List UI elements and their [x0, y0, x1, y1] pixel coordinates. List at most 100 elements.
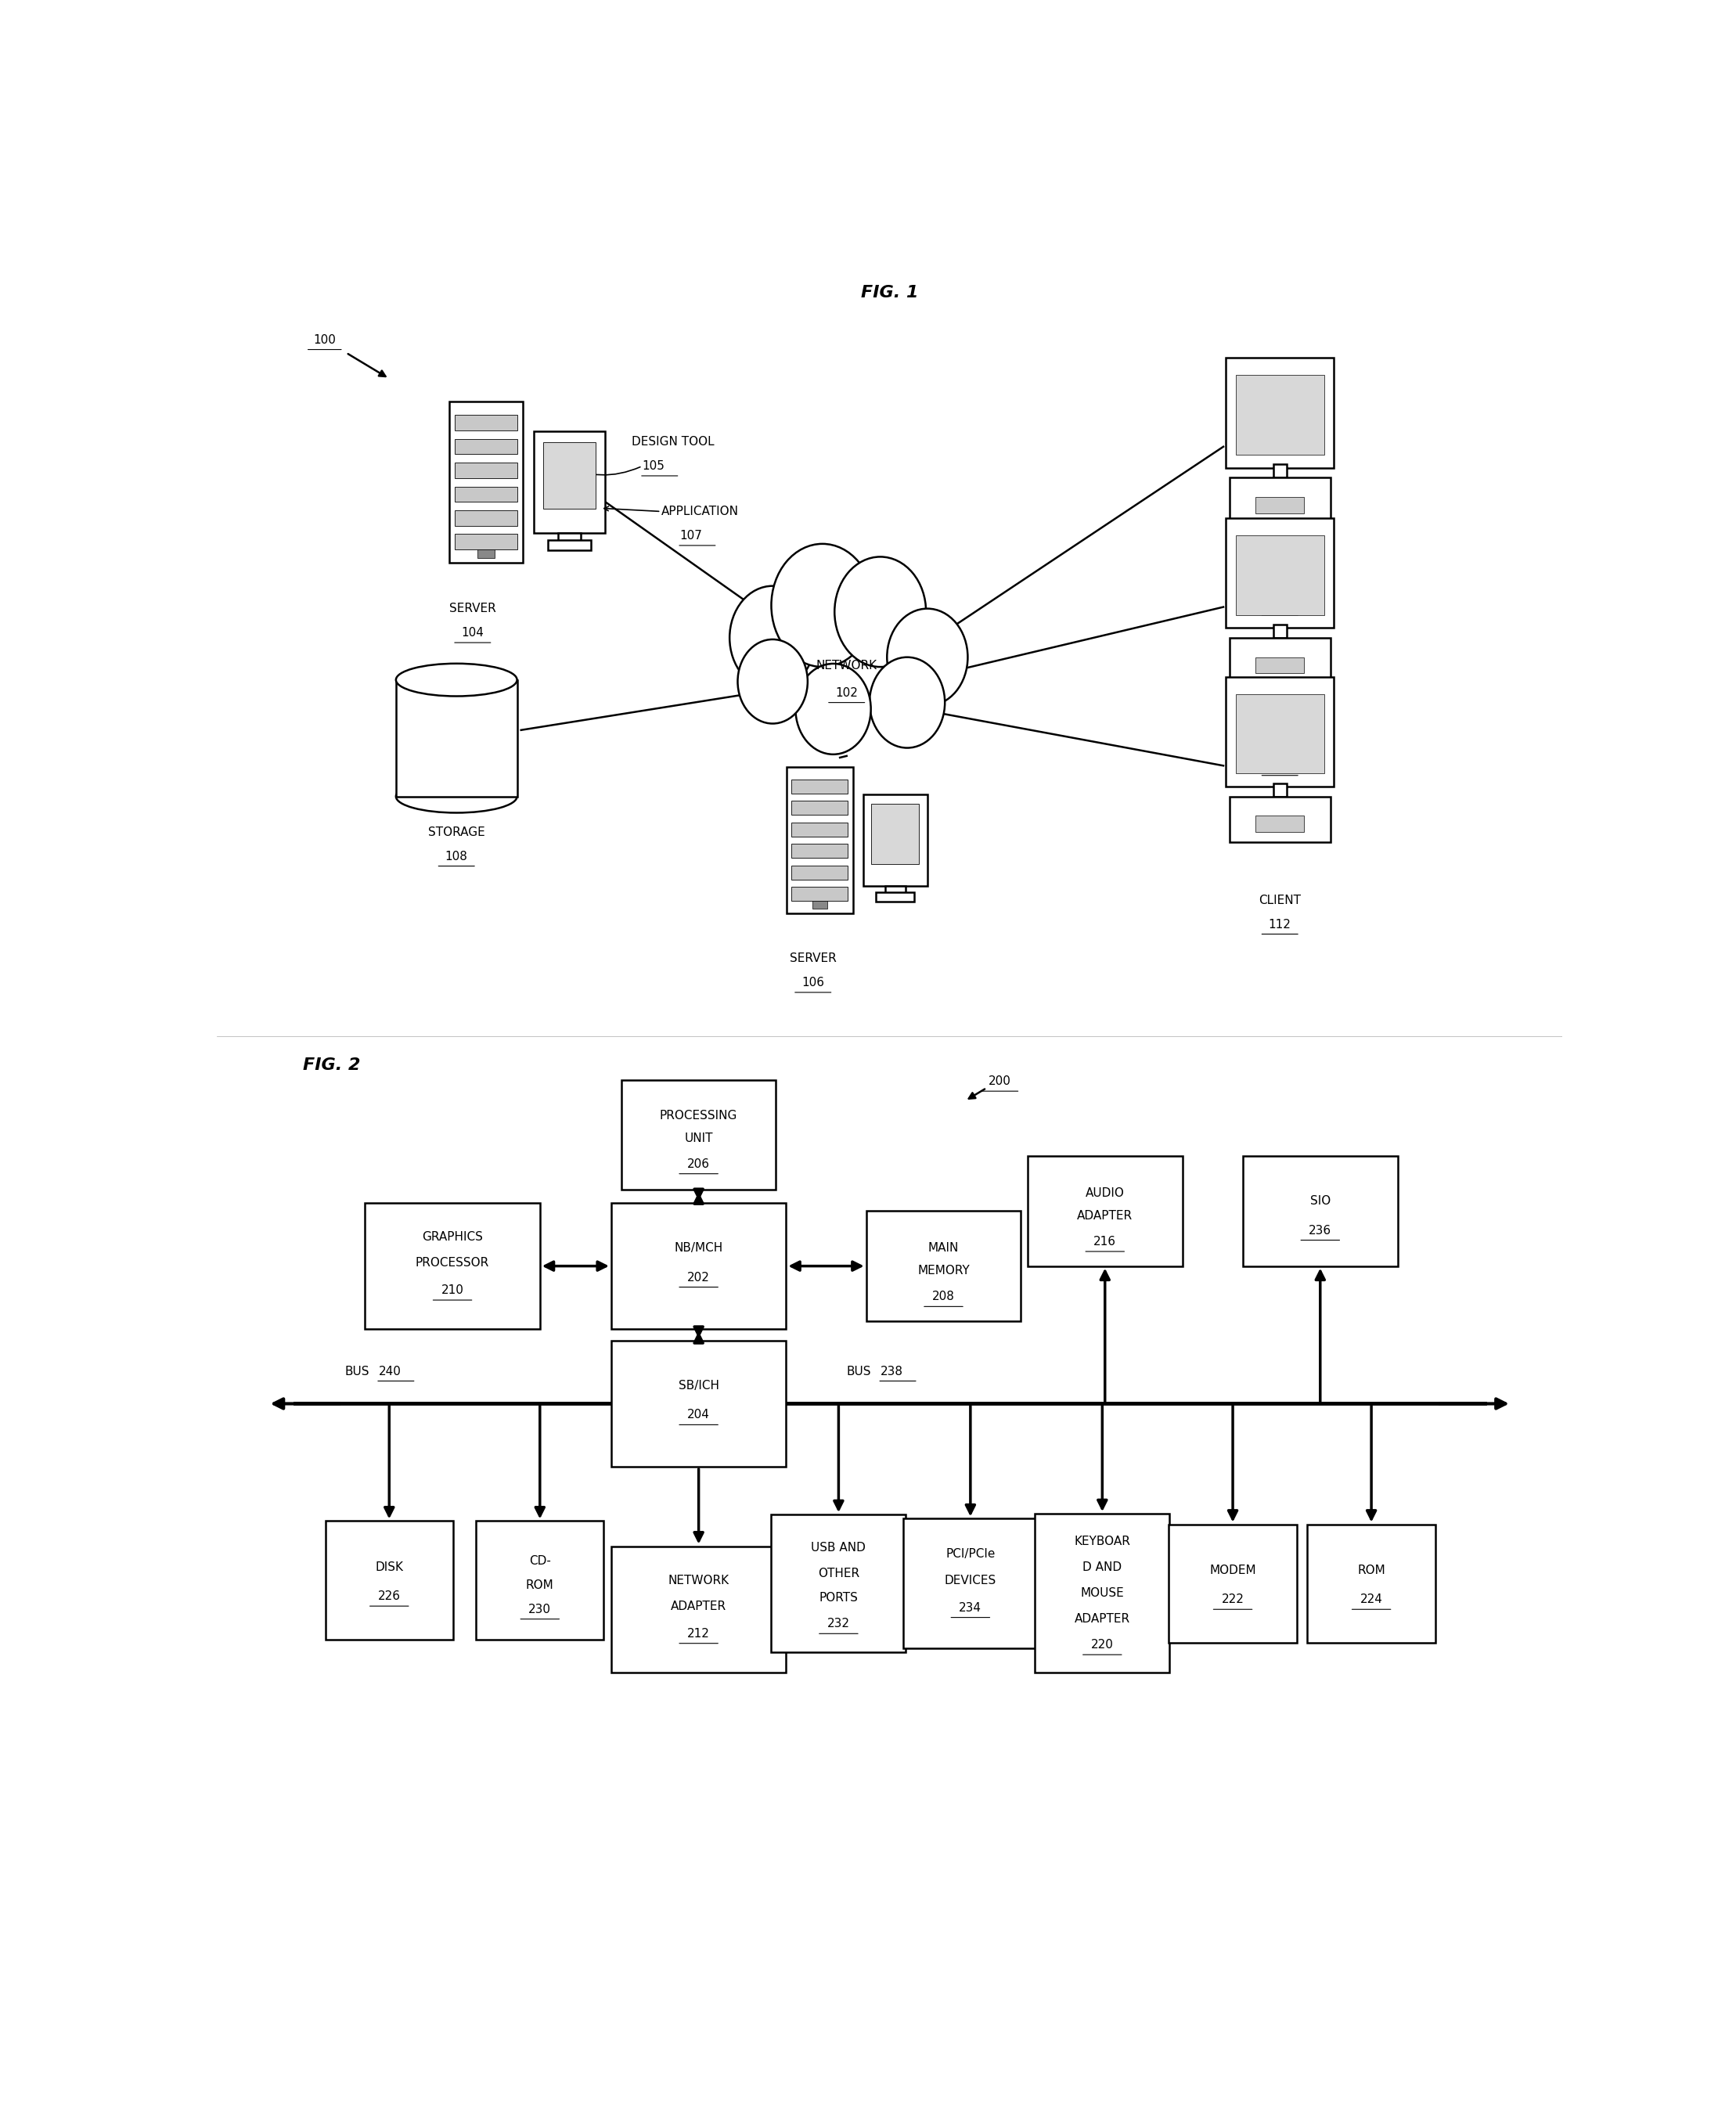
Circle shape	[795, 665, 871, 755]
Text: OTHER: OTHER	[818, 1569, 859, 1579]
FancyBboxPatch shape	[476, 1520, 604, 1640]
FancyBboxPatch shape	[1243, 1157, 1397, 1266]
Text: PORTS: PORTS	[819, 1592, 858, 1605]
Text: 230: 230	[528, 1602, 552, 1615]
Bar	[1226, 677, 1333, 787]
Text: 204: 204	[687, 1409, 710, 1422]
Text: SIO: SIO	[1311, 1195, 1330, 1207]
Text: CLIENT: CLIENT	[1259, 894, 1300, 906]
Text: ADAPTER: ADAPTER	[1076, 1209, 1134, 1222]
Bar	[1229, 477, 1330, 524]
Circle shape	[771, 545, 873, 667]
Bar	[1236, 694, 1325, 774]
Bar	[885, 885, 906, 894]
Text: FIG. 2: FIG. 2	[302, 1058, 359, 1073]
Text: 100: 100	[312, 334, 337, 345]
Text: SERVER: SERVER	[450, 604, 496, 614]
Text: 224: 224	[1359, 1594, 1382, 1605]
Bar	[1255, 496, 1304, 513]
Circle shape	[729, 587, 816, 690]
Text: 232: 232	[828, 1617, 851, 1630]
Bar	[477, 549, 495, 557]
Text: ROM: ROM	[526, 1579, 554, 1592]
Text: NETWORK: NETWORK	[668, 1575, 729, 1586]
FancyBboxPatch shape	[611, 1340, 786, 1468]
Bar	[792, 801, 847, 814]
Text: PROCESSING: PROCESSING	[660, 1110, 738, 1121]
Text: 112: 112	[1269, 919, 1292, 930]
Text: NB/MCH: NB/MCH	[674, 1243, 722, 1253]
Text: 105: 105	[642, 461, 665, 471]
Text: AUDIO: AUDIO	[1085, 1188, 1125, 1199]
Ellipse shape	[396, 665, 517, 696]
Text: BUS: BUS	[345, 1365, 370, 1377]
Text: MEMORY: MEMORY	[917, 1266, 970, 1277]
Text: APPLICATION: APPLICATION	[661, 505, 738, 517]
Bar	[455, 534, 517, 549]
Text: SERVER: SERVER	[790, 953, 837, 965]
FancyBboxPatch shape	[1168, 1525, 1297, 1642]
Text: 104: 104	[462, 627, 484, 639]
Bar	[455, 440, 517, 454]
Bar	[455, 463, 517, 477]
FancyBboxPatch shape	[611, 1546, 786, 1672]
Text: CLIENT: CLIENT	[1259, 576, 1300, 587]
Text: DESIGN TOOL: DESIGN TOOL	[632, 435, 713, 448]
FancyBboxPatch shape	[621, 1079, 776, 1190]
Bar	[549, 540, 590, 551]
Bar	[877, 892, 915, 902]
Text: MOUSE: MOUSE	[1080, 1588, 1125, 1598]
Text: 102: 102	[835, 688, 858, 698]
Bar	[455, 486, 517, 503]
Circle shape	[835, 557, 925, 667]
Bar	[792, 887, 847, 900]
Bar	[786, 768, 852, 913]
Bar	[1255, 656, 1304, 673]
Bar	[1255, 816, 1304, 833]
Text: 220: 220	[1090, 1638, 1113, 1651]
Text: USB AND: USB AND	[811, 1541, 866, 1554]
Bar	[863, 795, 927, 885]
Text: 106: 106	[802, 976, 825, 988]
Bar	[1226, 358, 1333, 467]
Text: ADAPTER: ADAPTER	[670, 1600, 726, 1613]
Bar	[1236, 374, 1325, 454]
Text: MAIN: MAIN	[929, 1243, 958, 1253]
Bar	[812, 900, 828, 908]
Text: ROM: ROM	[1358, 1565, 1385, 1577]
Bar	[396, 679, 517, 797]
FancyBboxPatch shape	[611, 1203, 786, 1329]
Text: MODEM: MODEM	[1210, 1565, 1257, 1577]
Circle shape	[738, 639, 807, 723]
Bar	[792, 843, 847, 858]
Text: 236: 236	[1309, 1224, 1332, 1237]
FancyBboxPatch shape	[365, 1203, 540, 1329]
Text: 210: 210	[441, 1285, 464, 1295]
Bar	[455, 414, 517, 431]
Bar	[1272, 625, 1286, 637]
Text: 107: 107	[681, 530, 703, 543]
Text: DISK: DISK	[375, 1560, 403, 1573]
Text: 206: 206	[687, 1159, 710, 1169]
Text: 108: 108	[444, 850, 467, 862]
Text: UNIT: UNIT	[684, 1131, 713, 1144]
Text: 110: 110	[1269, 759, 1292, 772]
Text: PCI/PCIe: PCI/PCIe	[946, 1548, 995, 1560]
Bar	[1229, 637, 1330, 683]
FancyBboxPatch shape	[903, 1518, 1038, 1649]
Text: 202: 202	[687, 1272, 710, 1283]
Text: KEYBOAR: KEYBOAR	[1075, 1535, 1130, 1548]
Bar	[1272, 784, 1286, 797]
Text: FIG. 1: FIG. 1	[861, 286, 918, 301]
Bar	[543, 442, 595, 509]
Bar	[455, 511, 517, 526]
Text: SB/ICH: SB/ICH	[679, 1380, 719, 1392]
Text: ADAPTER: ADAPTER	[1075, 1613, 1130, 1626]
Text: DEVICES: DEVICES	[944, 1575, 996, 1586]
Circle shape	[887, 608, 967, 707]
Text: 208: 208	[932, 1291, 955, 1302]
Text: 212: 212	[687, 1628, 710, 1640]
Text: BUS: BUS	[847, 1365, 871, 1377]
FancyBboxPatch shape	[866, 1211, 1021, 1321]
Bar	[1272, 465, 1286, 477]
